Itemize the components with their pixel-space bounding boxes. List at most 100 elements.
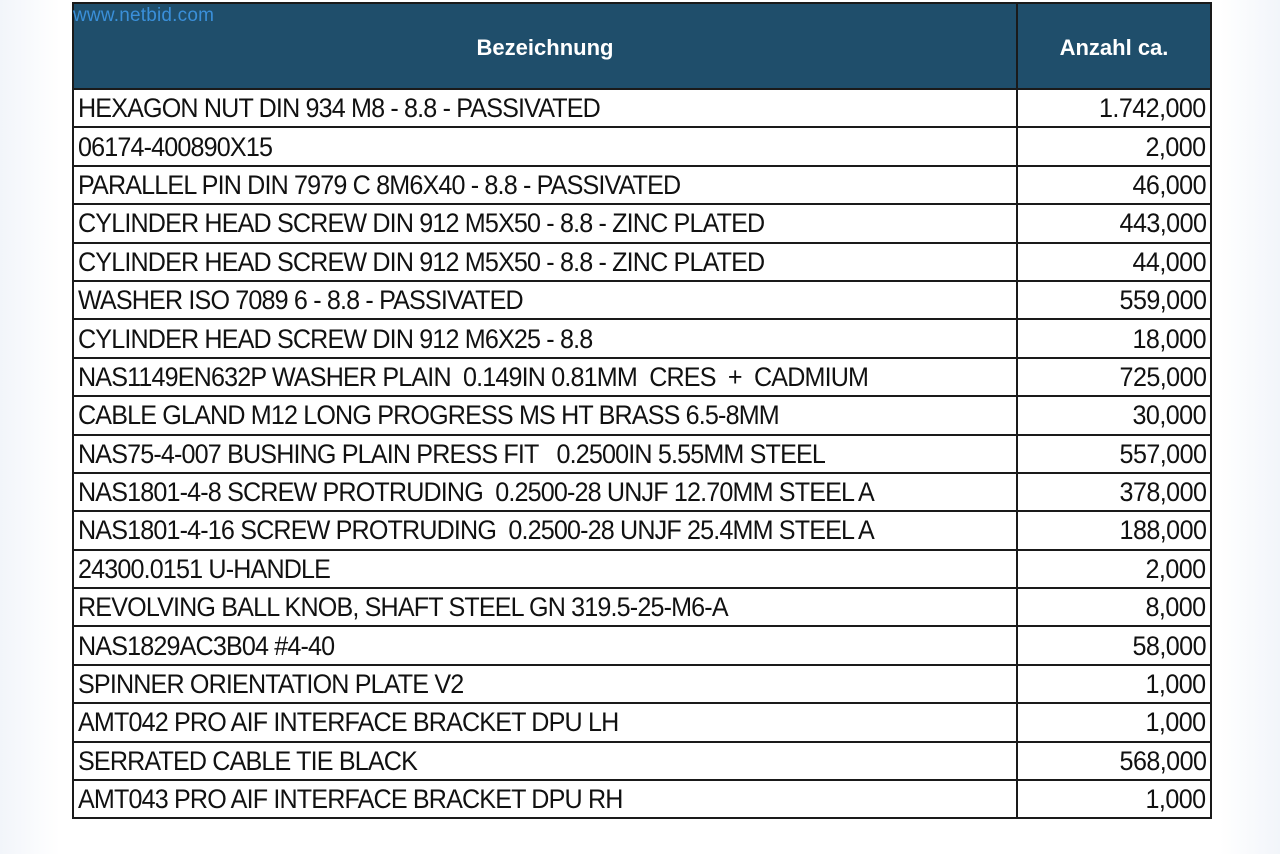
cell-qty[interactable]: 1,000: [1016, 663, 1212, 705]
table-row[interactable]: 06174-400890X15 2,000: [72, 126, 1212, 167]
cell-qty[interactable]: 1,000: [1016, 779, 1212, 820]
cell-name-text: CYLINDER HEAD SCREW DIN 912 M6X25 - 8.8: [78, 323, 593, 354]
cell-name-text: SPINNER ORIENTATION PLATE V2: [78, 669, 464, 700]
cell-qty-text: 378,000: [1119, 477, 1206, 508]
cell-qty-text: 44,000: [1132, 246, 1207, 277]
table-row[interactable]: PARALLEL PIN DIN 7979 C 8M6X40 - 8.8 - P…: [72, 164, 1212, 206]
watermark-text: www.netbid.com: [73, 5, 215, 26]
table-row[interactable]: 24300.0151 U-HANDLE 2,000: [72, 548, 1212, 590]
cell-name[interactable]: REVOLVING BALL KNOB, SHAFT STEEL GN 319.…: [72, 587, 1018, 628]
cell-name-text: NAS1801-4-8 SCREW PROTRUDING 0.2500-28 U…: [78, 477, 875, 508]
cell-qty-text: 30,000: [1132, 400, 1207, 431]
cell-qty-text: 188,000: [1119, 515, 1206, 546]
table-row[interactable]: HEXAGON NUT DIN 934 M8 - 8.8 - PASSIVATE…: [72, 87, 1212, 129]
table-row[interactable]: NAS75-4-007 BUSHING PLAIN PRESS FIT 0.25…: [72, 433, 1212, 474]
cell-qty[interactable]: 30,000: [1016, 395, 1212, 436]
cell-name[interactable]: AMT043 PRO AIF INTERFACE BRACKET DPU RH: [72, 779, 1018, 820]
table-row[interactable]: WASHER ISO 7089 6 - 8.8 - PASSIVATED 559,…: [72, 279, 1212, 321]
cell-name[interactable]: CYLINDER HEAD SCREW DIN 912 M5X50 - 8.8 …: [72, 241, 1018, 282]
cell-qty[interactable]: 1,000: [1016, 702, 1212, 743]
cell-qty[interactable]: 2,000: [1016, 126, 1212, 167]
cell-name[interactable]: SPINNER ORIENTATION PLATE V2: [72, 663, 1018, 705]
cell-qty[interactable]: 557,000: [1016, 433, 1212, 474]
cell-name[interactable]: NAS1801-4-16 SCREW PROTRUDING 0.2500-28 …: [72, 510, 1018, 551]
cell-name-text: NAS1149EN632P WASHER PLAIN 0.149IN 0.81M…: [78, 361, 869, 392]
table-row[interactable]: NAS1801-4-8 SCREW PROTRUDING 0.2500-28 U…: [72, 471, 1212, 513]
cell-qty-text: 1,000: [1145, 669, 1207, 700]
cell-qty[interactable]: 46,000: [1016, 164, 1212, 206]
cell-name-text: AMT043 PRO AIF INTERFACE BRACKET DPU RH: [78, 784, 623, 815]
cell-qty[interactable]: 443,000: [1016, 203, 1212, 244]
cell-name[interactable]: 06174-400890X15: [72, 126, 1018, 167]
cell-qty-text: 1,000: [1145, 784, 1207, 815]
cell-name[interactable]: CYLINDER HEAD SCREW DIN 912 M6X25 - 8.8: [72, 318, 1018, 359]
cell-qty[interactable]: 58,000: [1016, 625, 1212, 666]
cell-qty[interactable]: 378,000: [1016, 471, 1212, 513]
cell-qty-text: 568,000: [1119, 745, 1206, 776]
table-row[interactable]: CABLE GLAND M12 LONG PROGRESS MS HT BRAS…: [72, 395, 1212, 436]
cell-name[interactable]: SERRATED CABLE TIE BLACK: [72, 740, 1018, 782]
cell-qty[interactable]: 568,000: [1016, 740, 1212, 782]
cell-qty[interactable]: 18,000: [1016, 318, 1212, 359]
cell-name[interactable]: 24300.0151 U-HANDLE: [72, 548, 1018, 590]
cell-name-text: REVOLVING BALL KNOB, SHAFT STEEL GN 319.…: [78, 592, 729, 623]
cell-qty[interactable]: 8,000: [1016, 587, 1212, 628]
cell-qty-text: 2,000: [1145, 131, 1207, 162]
cell-name[interactable]: HEXAGON NUT DIN 934 M8 - 8.8 - PASSIVATE…: [72, 87, 1018, 129]
cell-qty-text: 8,000: [1145, 592, 1207, 623]
cell-name-text: CYLINDER HEAD SCREW DIN 912 M5X50 - 8.8 …: [78, 246, 765, 277]
header-row: Bezeichnung Anzahl ca.: [72, 2, 1212, 90]
cell-name[interactable]: AMT042 PRO AIF INTERFACE BRACKET DPU LH: [72, 702, 1018, 743]
cell-qty[interactable]: 2,000: [1016, 548, 1212, 590]
cell-name-text: AMT042 PRO AIF INTERFACE BRACKET DPU LH: [78, 707, 619, 738]
table-row[interactable]: CYLINDER HEAD SCREW DIN 912 M5X50 - 8.8 …: [72, 203, 1212, 244]
column-header-name[interactable]: Bezeichnung: [72, 2, 1018, 90]
cell-qty[interactable]: 725,000: [1016, 356, 1212, 398]
cell-qty-text: 1,000: [1145, 707, 1207, 738]
table-row[interactable]: CYLINDER HEAD SCREW DIN 912 M5X50 - 8.8 …: [72, 241, 1212, 282]
table-row[interactable]: NAS1801-4-16 SCREW PROTRUDING 0.2500-28 …: [72, 510, 1212, 551]
items-table: Bezeichnung Anzahl ca. HEXAGON NUT DIN 9…: [72, 2, 1212, 820]
table-row[interactable]: NAS1829AC3B04 #4-40 58,000: [72, 625, 1212, 666]
cell-qty[interactable]: 44,000: [1016, 241, 1212, 282]
table-body: HEXAGON NUT DIN 934 M8 - 8.8 - PASSIVATE…: [72, 87, 1212, 820]
cell-name-text: PARALLEL PIN DIN 7979 C 8M6X40 - 8.8 - P…: [78, 169, 681, 200]
cell-qty-text: 725,000: [1119, 361, 1206, 392]
cell-name[interactable]: PARALLEL PIN DIN 7979 C 8M6X40 - 8.8 - P…: [72, 164, 1018, 206]
cell-name[interactable]: NAS1801-4-8 SCREW PROTRUDING 0.2500-28 U…: [72, 471, 1018, 513]
cell-name[interactable]: CYLINDER HEAD SCREW DIN 912 M5X50 - 8.8 …: [72, 203, 1018, 244]
cell-qty[interactable]: 1.742,000: [1016, 87, 1212, 129]
cell-name-text: 06174-400890X15: [78, 131, 273, 162]
cell-qty-text: 557,000: [1119, 438, 1206, 469]
cell-name-text: SERRATED CABLE TIE BLACK: [78, 745, 418, 776]
table-row[interactable]: REVOLVING BALL KNOB, SHAFT STEEL GN 319.…: [72, 587, 1212, 628]
table-row[interactable]: CYLINDER HEAD SCREW DIN 912 M6X25 - 8.8 1…: [72, 318, 1212, 359]
cell-qty-text: 46,000: [1132, 169, 1207, 200]
table-row[interactable]: AMT042 PRO AIF INTERFACE BRACKET DPU LH 1…: [72, 702, 1212, 743]
cell-name-text: WASHER ISO 7089 6 - 8.8 - PASSIVATED: [78, 285, 524, 316]
cell-qty-text: 443,000: [1119, 208, 1206, 239]
cell-qty-text: 559,000: [1119, 285, 1206, 316]
cell-name[interactable]: CABLE GLAND M12 LONG PROGRESS MS HT BRAS…: [72, 395, 1018, 436]
cell-qty-text: 2,000: [1145, 553, 1207, 584]
cell-qty[interactable]: 559,000: [1016, 279, 1212, 321]
cell-qty[interactable]: 188,000: [1016, 510, 1212, 551]
table-row[interactable]: AMT043 PRO AIF INTERFACE BRACKET DPU RH 1…: [72, 779, 1212, 820]
cell-qty-text: 1.742,000: [1099, 93, 1206, 124]
cell-name-text: 24300.0151 U-HANDLE: [78, 553, 331, 584]
column-header-qty[interactable]: Anzahl ca.: [1016, 2, 1212, 90]
table-row[interactable]: SERRATED CABLE TIE BLACK 568,000: [72, 740, 1212, 782]
table-row[interactable]: SPINNER ORIENTATION PLATE V2 1,000: [72, 663, 1212, 705]
cell-name[interactable]: NAS1829AC3B04 #4-40: [72, 625, 1018, 666]
cell-name-text: NAS1801-4-16 SCREW PROTRUDING 0.2500-28 …: [78, 515, 875, 546]
cell-name[interactable]: NAS75-4-007 BUSHING PLAIN PRESS FIT 0.25…: [72, 433, 1018, 474]
cell-name-text: HEXAGON NUT DIN 934 M8 - 8.8 - PASSIVATE…: [78, 93, 601, 124]
table-row[interactable]: NAS1149EN632P WASHER PLAIN 0.149IN 0.81M…: [72, 356, 1212, 398]
cell-name[interactable]: NAS1149EN632P WASHER PLAIN 0.149IN 0.81M…: [72, 356, 1018, 398]
cell-name-text: NAS1829AC3B04 #4-40: [78, 630, 335, 661]
cell-name[interactable]: WASHER ISO 7089 6 - 8.8 - PASSIVATED: [72, 279, 1018, 321]
cell-qty-text: 18,000: [1132, 323, 1207, 354]
cell-name-text: NAS75-4-007 BUSHING PLAIN PRESS FIT 0.25…: [78, 438, 826, 469]
cell-name-text: CYLINDER HEAD SCREW DIN 912 M5X50 - 8.8 …: [78, 208, 765, 239]
